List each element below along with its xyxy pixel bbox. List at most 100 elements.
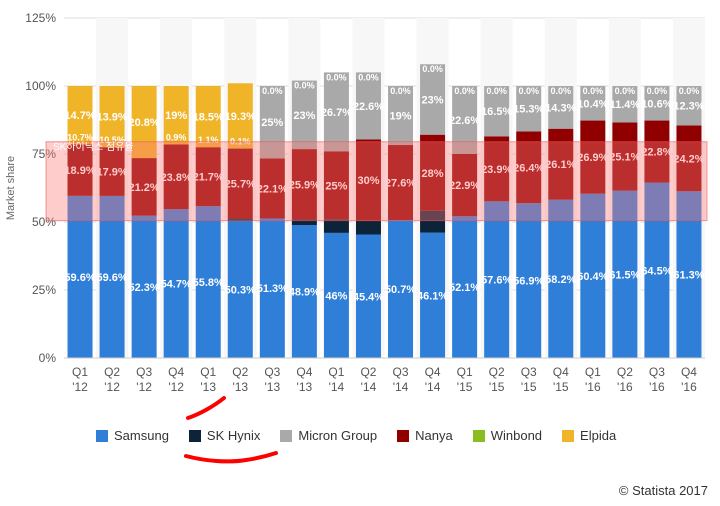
bar-sk-hynix: [227, 218, 253, 222]
data-label: 25.1%: [609, 152, 640, 164]
bar-micron-group: [259, 86, 285, 159]
legend-swatch-nanya: [397, 429, 410, 442]
data-label-small: 0.0%: [551, 86, 572, 96]
bar-samsung: [548, 199, 574, 358]
legend-item-elpida[interactable]: Elpida: [562, 428, 616, 443]
bar-sk-hynix: [420, 210, 446, 233]
y-tick-label: 0%: [39, 351, 57, 365]
legend-item-samsung[interactable]: Samsung: [96, 428, 169, 443]
legend-label-winbond: Winbond: [490, 428, 543, 443]
data-label: 23%: [293, 110, 315, 122]
legend: Samsung SK Hynix Micron Group Nanya Winb…: [96, 428, 616, 443]
bar-samsung: [644, 182, 670, 358]
bar-micron-group: [644, 86, 670, 121]
bar-samsung: [323, 232, 349, 358]
data-label: 46.1%: [417, 290, 448, 302]
data-label: 25.9%: [289, 179, 320, 191]
x-tick-label: '14: [329, 380, 345, 394]
data-label: 28%: [422, 168, 444, 180]
bar-samsung: [676, 191, 702, 358]
data-label: 17.9%: [96, 167, 127, 179]
data-label-small: 0.0%: [294, 81, 315, 91]
data-label: 64.5%: [641, 265, 672, 277]
bar-micron-group: [355, 72, 381, 140]
bar-micron-group: [452, 86, 478, 154]
x-tick-label: Q1: [457, 365, 473, 379]
legend-item-sk-hynix[interactable]: SK Hynix: [188, 428, 261, 443]
data-label: 61.5%: [609, 269, 640, 281]
x-tick-label: Q2: [489, 365, 505, 379]
data-label: 45.4%: [353, 291, 384, 303]
data-label: 19%: [390, 111, 412, 123]
data-label: 50.3%: [225, 285, 256, 297]
bar-nanya: [291, 149, 317, 220]
bar-elpida: [163, 86, 189, 145]
data-label: 48.9%: [289, 286, 320, 298]
data-label-small: 0.0%: [583, 86, 604, 96]
x-tick-label: '13: [232, 380, 248, 394]
data-label-small: 0.0%: [518, 86, 539, 96]
bar-elpida: [195, 86, 221, 148]
bar-sk-hynix: [291, 219, 317, 225]
data-label: 23.8%: [161, 172, 192, 184]
y-tick-label: 75%: [32, 147, 56, 161]
x-tick-label: '16: [649, 380, 665, 394]
legend-label-sk-hynix: SK Hynix: [206, 428, 261, 443]
bar-micron-group: [612, 86, 638, 123]
x-tick-label: '14: [393, 380, 409, 394]
data-label: 52.3%: [129, 282, 160, 294]
data-label: 50.7%: [385, 284, 416, 296]
x-tick-label: Q2: [104, 365, 120, 379]
data-label: 22.6%: [449, 115, 480, 127]
data-label: 46%: [325, 290, 347, 302]
data-label: 61.3%: [673, 270, 704, 282]
bar-nanya: [676, 125, 702, 192]
x-tick-label: Q4: [425, 365, 441, 379]
stacked-bar-chart: 0% 25% 50% 75% 100% 125% Market share 59.6% 18.9…: [5, 11, 708, 394]
bar-samsung: [291, 224, 317, 358]
legend-swatch-winbond: [472, 429, 485, 442]
data-label-small: 0.0%: [486, 86, 507, 96]
data-label: 10.6%: [641, 98, 672, 110]
data-label: 54.7%: [161, 279, 192, 291]
y-tick-label: 125%: [25, 11, 56, 25]
x-tick-label: Q3: [393, 365, 409, 379]
data-label: 14.3%: [545, 102, 576, 114]
data-label: 26.4%: [513, 162, 544, 174]
bar-samsung: [355, 234, 381, 358]
annotation-text: SK하이닉스 점유율: [53, 142, 134, 153]
x-tick-label: '13: [297, 380, 313, 394]
bar-elpida: [131, 86, 157, 159]
data-label: 30%: [357, 175, 379, 187]
x-tick-label: Q2: [232, 365, 248, 379]
bar-nanya: [131, 158, 157, 216]
data-label-small: 0.0%: [326, 72, 347, 82]
data-label: 10.4%: [577, 98, 608, 110]
data-label-small: 10.7%: [67, 132, 93, 142]
data-label-small: 0.0%: [358, 72, 379, 82]
data-label: 25%: [261, 117, 283, 129]
data-label-small: 0.9%: [166, 132, 187, 142]
bar-samsung: [227, 221, 253, 358]
data-label: 25.7%: [225, 179, 256, 191]
bar-micron-group: [580, 86, 606, 121]
bar-nanya: [388, 145, 414, 221]
x-tick-label: '12: [168, 380, 184, 394]
data-label: 19.3%: [225, 111, 256, 123]
bar-samsung: [195, 206, 221, 358]
data-label: 11.4%: [610, 99, 641, 111]
bar-nanya: [644, 120, 670, 183]
data-label: 22.1%: [257, 183, 288, 195]
bar-nanya: [484, 136, 510, 202]
x-tick-label: '12: [104, 380, 120, 394]
bar-nanya: [612, 122, 638, 191]
bar-nanya: [420, 134, 446, 211]
legend-item-nanya[interactable]: Nanya: [397, 428, 453, 443]
legend-item-winbond[interactable]: Winbond: [472, 428, 543, 443]
x-tick-label: '16: [617, 380, 633, 394]
bar-micron-group: [516, 86, 542, 132]
bar-nanya: [355, 139, 381, 221]
legend-item-micron-group[interactable]: Micron Group: [280, 428, 377, 443]
data-label-small: 0.0%: [390, 86, 411, 96]
bar-nanya: [452, 154, 478, 217]
